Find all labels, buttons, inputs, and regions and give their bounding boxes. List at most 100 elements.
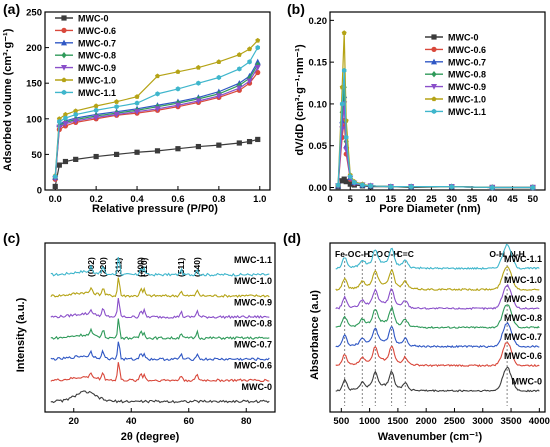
data-point [490,184,495,191]
peak-label: (400) [136,257,146,277]
xrd-pattern [50,362,270,383]
legend-entry: MWC-0.7 [448,57,486,67]
data-point [62,158,69,165]
ftir-series-label: MWC-0.8 [504,313,542,323]
xrd-pattern [50,256,270,277]
y-tick-label: 100 [26,114,42,125]
panel-a-y-axis-label: Adsorbed volume (cm³·g⁻¹) [2,28,14,171]
x-tick-label: 0.8 [212,194,225,205]
legend-marker [431,96,437,102]
ftir-spectrum [335,322,540,349]
x-tick-label: 1000 [359,416,380,427]
band-label: C-H [355,249,370,259]
data-point [195,98,202,105]
x-tick-label: 0.0 [49,194,62,205]
data-point [348,174,353,180]
x-tick-label: 0.6 [171,194,184,205]
plot-frame [329,242,546,413]
data-point [347,181,353,187]
pore-distribution-line [337,95,533,189]
panel-a-x-axis-label: Relative pressure (P/P0) [92,203,218,215]
data-point [216,142,222,148]
legend-marker [61,39,67,46]
data-point [175,69,181,74]
panel-d-y-axis-label: Absorbance (a.u) [309,290,321,380]
data-point [216,59,222,64]
xrd-series-label: MWC-0.8 [234,318,272,328]
xrd-pattern [50,277,270,298]
y-tick-label: 150 [26,79,42,90]
data-point [174,102,181,109]
panel-c-label: (c) [3,230,20,246]
y-tick-label: 50 [31,150,42,161]
data-point [255,136,261,143]
panel-d-ftir: (d) Wavenumber (cm⁻¹) Absorbance (a.u) 5… [283,230,550,443]
data-point [134,100,140,106]
data-point [155,73,160,79]
data-point [52,173,58,180]
y-tick-label: 0.05 [309,141,328,152]
plot-frame [44,242,276,413]
legend-entry: MWC-1.0 [78,76,116,86]
xrd-series-label: MWC-0 [242,382,273,392]
legend-entry: MWC-1.0 [448,95,486,105]
plot-frame [44,11,271,191]
data-point [236,52,242,57]
ftir-spectrum [335,283,540,311]
x-tick-label: 40 [126,416,137,427]
legend-marker [61,15,67,21]
data-point [195,64,201,70]
data-point [237,66,242,72]
ftir-series-label: MWC-0 [512,377,543,387]
panel-b-y-axis-label: dV/dD (cm³·g⁻¹·nm⁻¹) [294,44,306,156]
ftir-spectrum [335,366,540,393]
legend-marker [431,34,437,40]
data-point [63,115,68,121]
data-point [93,107,99,113]
panel-c-y-axis-label: Intensity (a.u.) [15,297,27,372]
panel-a-label: (a) [3,1,20,17]
pore-distribution-line [337,87,533,189]
data-point [62,121,69,127]
y-tick-label: 0.10 [309,99,328,110]
x-tick-label: 45 [507,194,518,205]
x-tick-label: 2500 [444,416,465,427]
ftir-series-label: MWC-0.7 [504,332,542,342]
data-point [134,149,140,155]
legend-entry: MWC-0 [78,14,109,24]
data-point [175,146,181,152]
data-point [93,103,99,109]
x-tick-label: 40 [487,194,498,205]
isotherm-line [54,61,259,178]
y-tick-label: 0.20 [309,16,328,27]
xrd-pattern [50,341,270,362]
x-tick-label: 25 [426,194,437,205]
ftir-series-label: MWC-1.0 [504,275,542,285]
data-point [56,162,62,168]
x-tick-label: 1500 [387,416,408,427]
legend-entry: MWC-0 [448,33,479,43]
band-label: O-H [384,249,400,259]
peak-label: (311) [114,257,124,277]
data-point [113,111,120,118]
data-point [449,184,454,190]
data-point [73,108,79,114]
legend-entry: MWC-1.1 [78,88,116,98]
data-point [56,116,62,121]
data-point [236,140,242,146]
legend-marker [61,27,67,33]
data-point [114,104,119,110]
data-point [408,184,414,190]
legend-marker [61,89,67,95]
data-point [195,143,202,150]
data-point [216,74,222,81]
data-point [113,151,120,157]
legend-entry: MWC-0.7 [78,38,116,48]
xrd-series-label: MWC-0.6 [234,361,272,371]
band-label: C=C [397,249,414,259]
band-label: C-O [367,249,383,259]
pore-distribution-line [337,103,533,189]
data-point [236,85,243,92]
data-point [114,99,120,104]
x-tick-label: 3500 [500,416,521,427]
